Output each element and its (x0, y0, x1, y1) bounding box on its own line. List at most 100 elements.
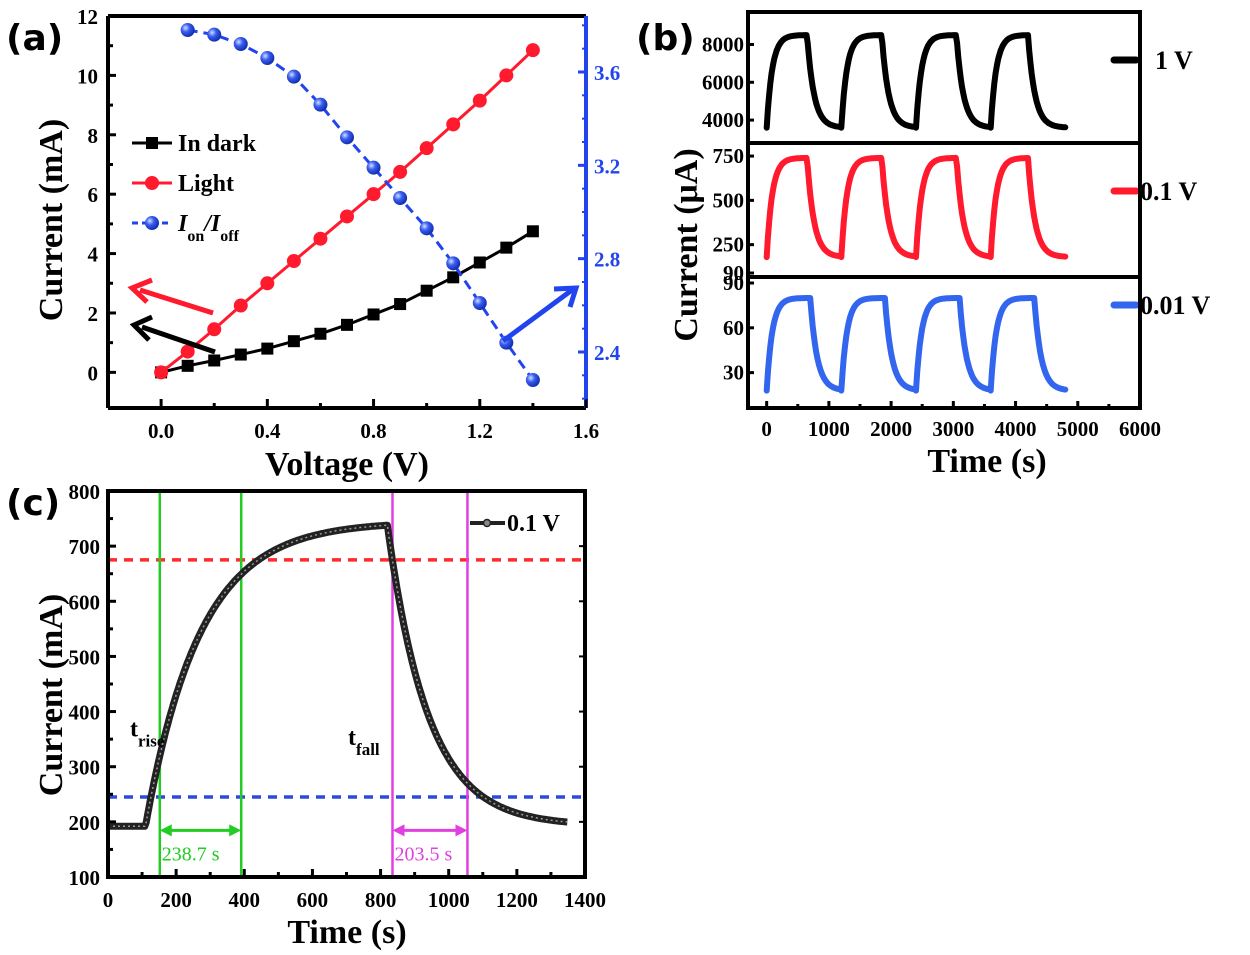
panel-a-y-tick-label: 8 (88, 124, 99, 148)
panel-c-x-tick-label: 1200 (496, 888, 538, 912)
data-point-in-dark (234, 348, 247, 361)
legend-label-0-1v: 0.1 V (507, 511, 561, 537)
arrow-red-to-left-axis (127, 277, 214, 316)
panel-b-x-tick-label: 6000 (1119, 417, 1161, 441)
legend-label-0-1-v: 0.1 V (1140, 177, 1198, 206)
series-line-1-v (763, 32, 1069, 131)
panel-c-x-tick-label: 200 (160, 888, 192, 912)
panel-c-y-tick-label: 300 (69, 756, 101, 780)
legend-item-ion-ioff: Ion/Ioff (132, 211, 240, 245)
data-point-in-dark (181, 359, 194, 372)
data-point-in-dark (500, 241, 513, 254)
data-point-ion-ioff (419, 221, 434, 236)
interval-label: 203.5 s (394, 843, 452, 865)
panel-b-x-tick-label: 1000 (808, 417, 850, 441)
panel-b-y-axis-title: Current (μA) (668, 148, 705, 341)
series-line-0-1v (105, 521, 570, 830)
panel-b-chart: 1 V 0.1 V 0.01 V 0 1000 2000 3000 4000 5000 6000… (668, 10, 1211, 480)
legend-label-0-01-v: 0.01 V (1140, 291, 1211, 320)
annotation-t-fall: tfall (348, 725, 380, 759)
data-point-in-dark (394, 298, 407, 311)
data-point-ion-ioff (340, 130, 354, 145)
panel-b-x-tick-label: 5000 (1057, 417, 1099, 441)
panel-c-y-tick-label: 700 (69, 535, 101, 559)
data-point-ion-ioff (366, 160, 381, 175)
data-point-in-dark (314, 327, 327, 340)
series-line-0-01-v (763, 295, 1069, 394)
data-point-ion-ioff (472, 296, 487, 310)
data-point-in-dark (473, 256, 486, 269)
panel-a-x-tick-label: 1.2 (467, 419, 493, 443)
panel-c-y-tick-label: 600 (69, 590, 101, 614)
legend-label-in-dark: In dark (178, 131, 257, 157)
data-point-in-dark (261, 342, 274, 355)
panel-b-y-tick-label: 6000 (702, 70, 744, 94)
data-point-light (260, 276, 275, 291)
series-line-ion-ioff (187, 28, 535, 381)
panel-a-y-tick-label: 12 (77, 5, 98, 29)
panel-a-y-axis-title: Current (mA) (33, 119, 70, 321)
panel-c-x-tick-label: 400 (229, 888, 261, 912)
legend-label-1-v: 1 V (1155, 46, 1193, 75)
panel-a-y2-tick-label: 3.2 (594, 154, 620, 178)
data-point-ion-ioff (313, 97, 328, 112)
data-point-light (286, 254, 301, 268)
data-point-ion-ioff (446, 256, 461, 271)
data-point-light (207, 322, 222, 337)
annotation-t-rise: trise (130, 717, 165, 751)
data-point-in-dark (447, 271, 460, 284)
panel-c-y-tick-label: 100 (69, 866, 101, 890)
series-line-highlight (108, 524, 568, 828)
data-point-light (393, 164, 408, 179)
panel-c-x-tick-label: 600 (297, 888, 329, 912)
panel-c-x-axis-title: Time (s) (287, 914, 406, 951)
panel-a-y-tick-label: 10 (77, 64, 98, 88)
data-point-light (313, 231, 328, 246)
data-point-light (154, 365, 169, 380)
data-point-light (366, 187, 381, 202)
legend-item-in-dark: In dark (132, 131, 257, 157)
panel-label-c: (c) (6, 483, 60, 524)
panel-a-y2-tick-label: 2.4 (594, 341, 621, 365)
panel-a-y-tick-label: 0 (88, 361, 99, 385)
interval-arrowhead (159, 824, 172, 837)
panel-c-y-axis-title: Current (mA) (33, 594, 70, 796)
panel-b-x-tick-label: 2000 (870, 417, 912, 441)
panel-c-y-tick-label: 800 (69, 480, 101, 504)
panel-c-x-tick-label: 800 (365, 888, 397, 912)
data-point-ion-ioff (525, 373, 540, 387)
panel-b-y-tick-label: 250 (713, 233, 745, 257)
data-point-light (419, 141, 434, 156)
panel-c-x-tick-label: 1000 (428, 888, 470, 912)
interval-arrowhead (392, 824, 405, 837)
panel-b-y-tick-label: 750 (713, 144, 745, 168)
panel-b-y-tick-label: 8000 (702, 32, 744, 56)
panel-a-x-tick-label: 1.6 (573, 419, 599, 443)
panel-b-x-axis-title: Time (s) (927, 443, 1046, 480)
panel-a-x-tick-label: 0.8 (360, 419, 386, 443)
data-point-in-dark (341, 318, 353, 331)
panel-c-x-tick-label: 0 (103, 888, 114, 912)
data-point-ion-ioff (233, 37, 248, 51)
panel-b-y-tick-label: 90 (723, 261, 744, 285)
data-point-in-dark (367, 308, 380, 321)
panel-b-y-tick-label: 4000 (702, 108, 744, 132)
panel-c-legend: 0.1 V (470, 511, 561, 537)
panel-b-x-tick-label: 4000 (995, 417, 1037, 441)
data-point-light (340, 209, 354, 224)
interval-arrowhead (455, 824, 468, 837)
data-point-in-dark (208, 354, 221, 367)
data-point-light (499, 68, 514, 83)
data-point-ion-ioff (393, 191, 408, 205)
panel-b-y-tick-label: 60 (723, 316, 744, 340)
arrow-blue-to-right-axis (501, 285, 580, 344)
panel-a-y-tick-label: 6 (88, 183, 99, 207)
data-point-ion-ioff (207, 27, 222, 42)
panel-b-frame (746, 10, 1142, 410)
data-point-in-dark (526, 225, 539, 238)
data-point-light (472, 93, 487, 108)
data-point-light (525, 43, 540, 58)
arrow-black-to-left-axis (129, 314, 216, 355)
data-point-ion-ioff (286, 69, 301, 84)
